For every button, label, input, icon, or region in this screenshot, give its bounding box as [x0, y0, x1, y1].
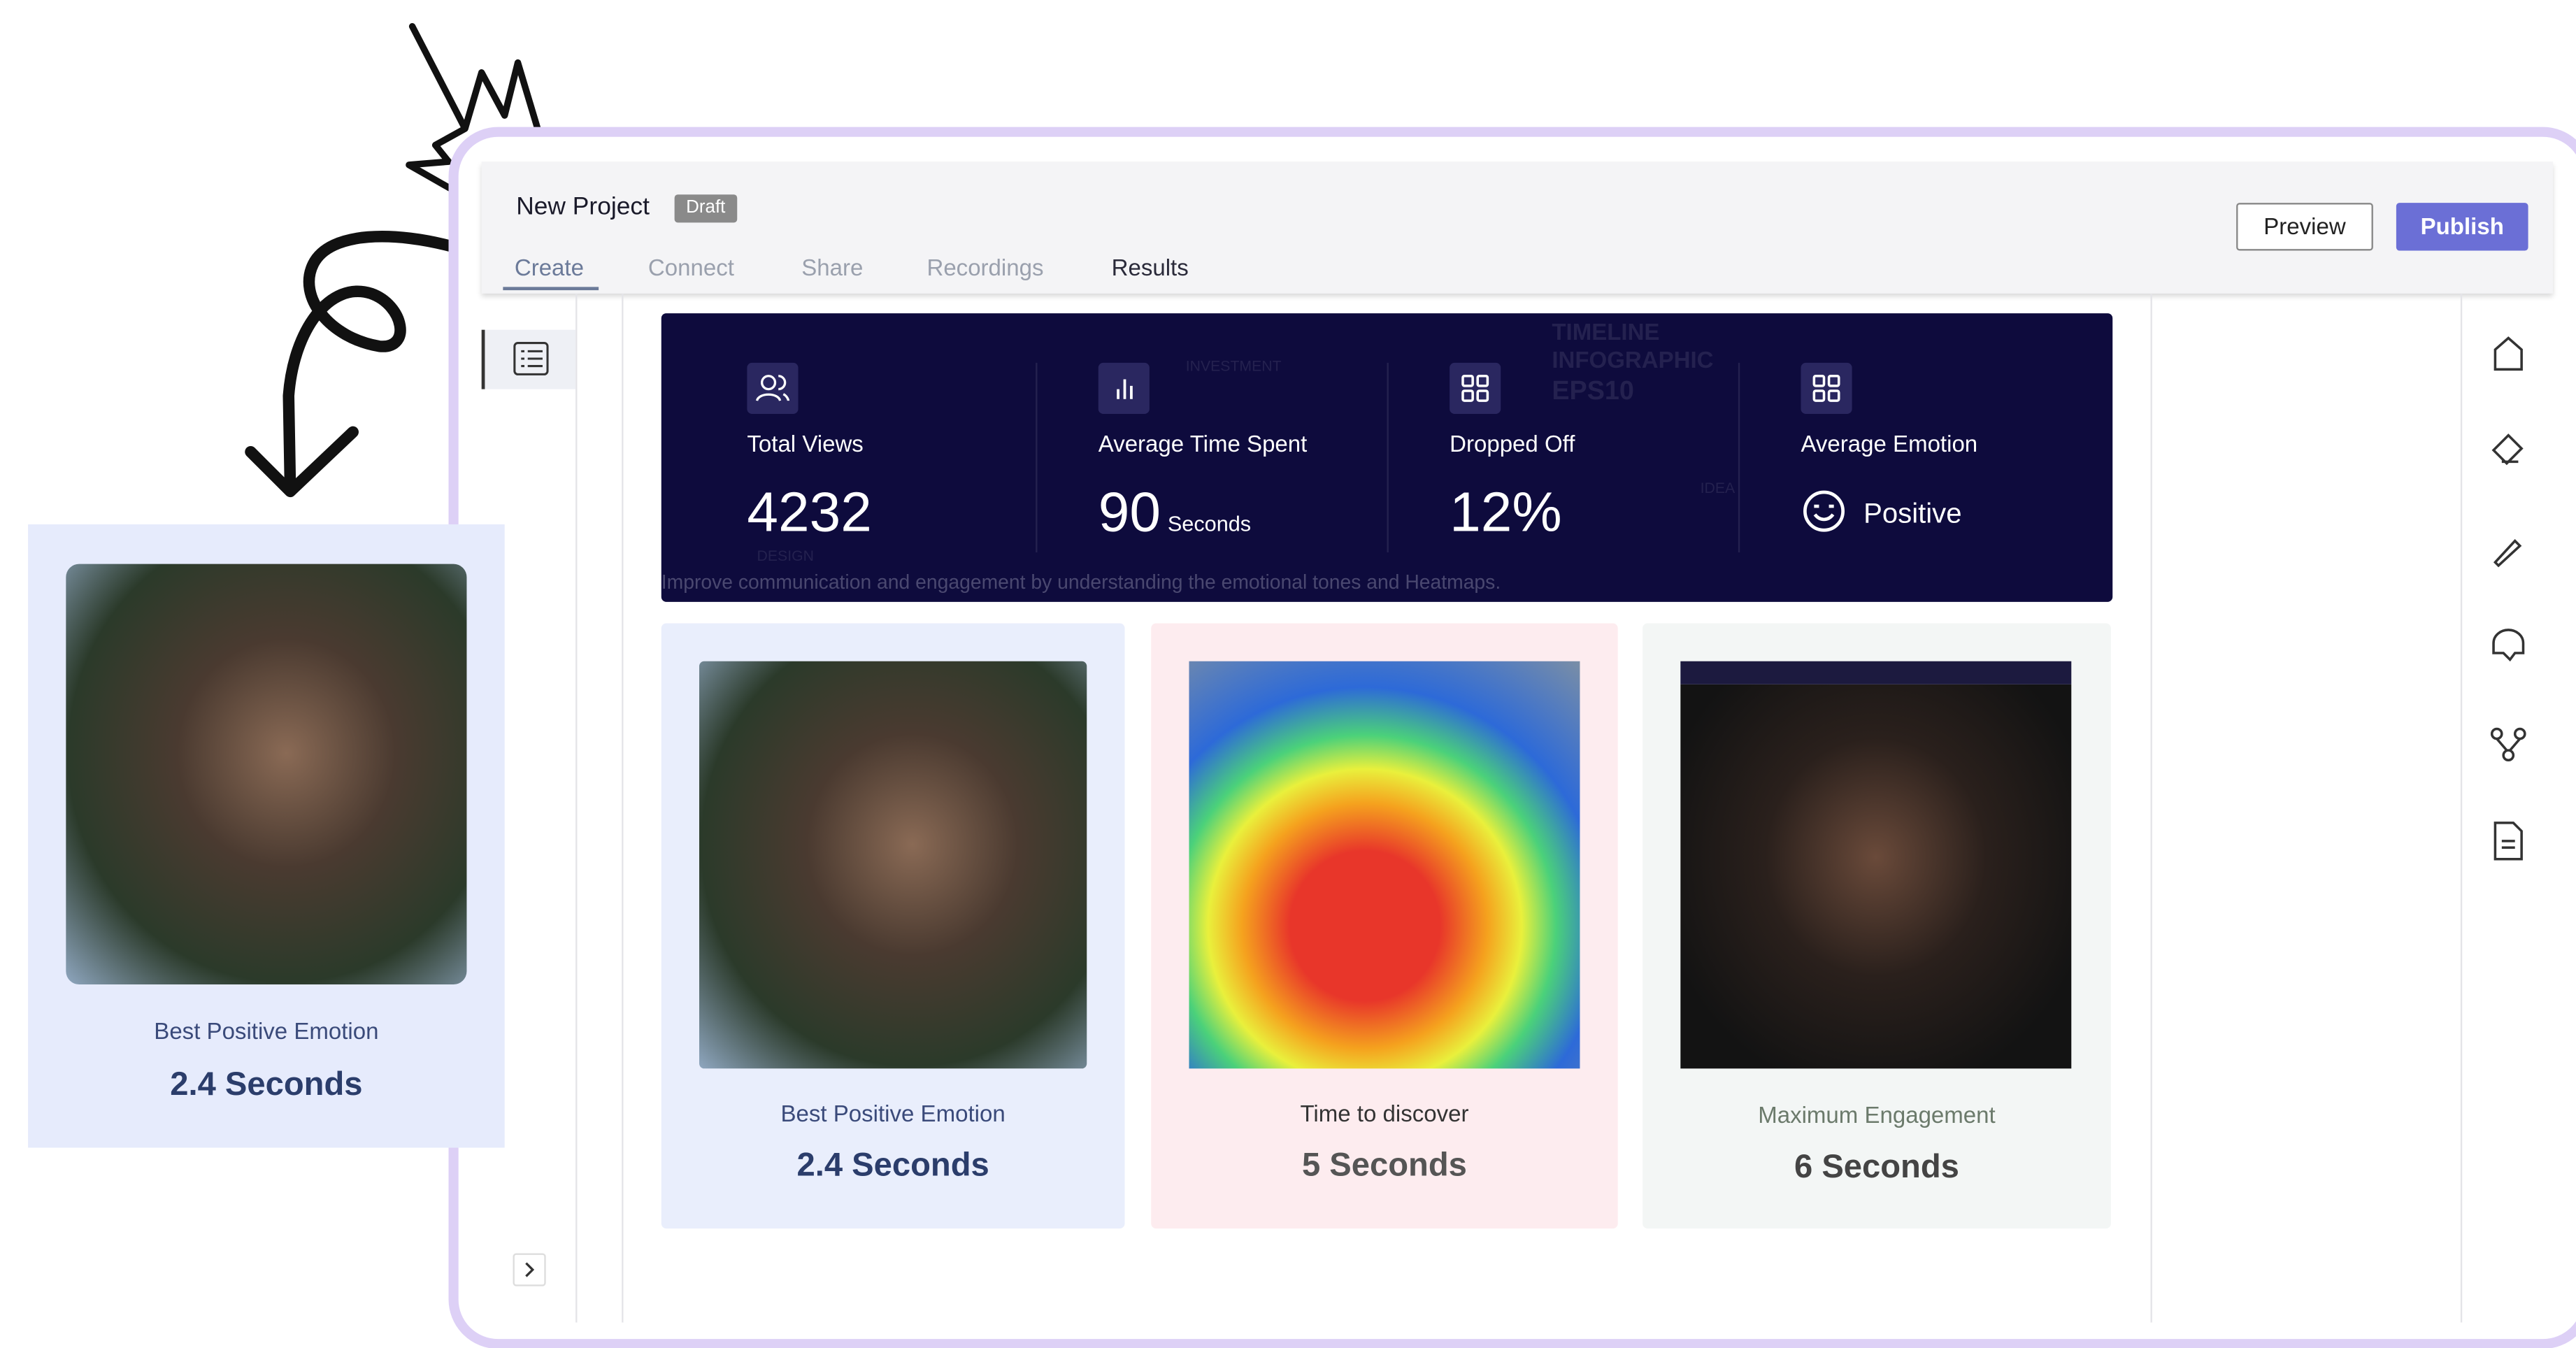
watermark: DESIGN [757, 547, 814, 564]
card-label: Best Positive Emotion [154, 1017, 379, 1044]
watermark: IDEA [1700, 480, 1736, 496]
stat-icon [1801, 362, 1852, 414]
photo [1680, 661, 2072, 1069]
preview-button[interactable]: Preview [2236, 203, 2373, 251]
stat-icon [747, 362, 799, 414]
expand-button[interactable] [513, 1253, 546, 1286]
divider [1036, 362, 1038, 553]
tab[interactable]: Recordings [926, 254, 1044, 280]
emotion-icon [1803, 490, 1845, 532]
header: New Project Draft Create Connect Share R… [481, 162, 2553, 294]
card-label: Best Positive Emotion [780, 1100, 1006, 1126]
divider [2460, 293, 2463, 1323]
stat-value: 12% [1450, 481, 1562, 545]
divider [2150, 293, 2152, 1323]
stat-icon [1098, 362, 1150, 414]
card-value: 2.4 Seconds [170, 1066, 363, 1103]
stat-value: Positive [1863, 498, 1962, 530]
watermark: EPS10 [1552, 378, 1634, 406]
publish-button[interactable]: Publish [2396, 203, 2528, 251]
divider [622, 293, 624, 1323]
card-value: 2.4 Seconds [796, 1147, 989, 1184]
floating-card: Best Positive Emotion 2.4 Seconds [28, 524, 505, 1148]
badge: Draft [674, 194, 737, 223]
card-value: 5 Seconds [1301, 1147, 1467, 1184]
decoration [245, 23, 541, 498]
watermark: INVESTMENT [1185, 357, 1282, 375]
divider [575, 293, 578, 1323]
banner-caption: Improve communication and engagement by … [661, 571, 1501, 594]
right-toolbar [2490, 336, 2526, 861]
stat-label: Average Time Spent [1098, 430, 1308, 457]
heatmap [1189, 661, 1580, 1069]
tab[interactable]: Connect [647, 254, 734, 280]
stat-unit: Seconds [1167, 511, 1252, 536]
sidebar-item[interactable] [481, 329, 576, 389]
stat-label: Average Emotion [1801, 430, 1978, 457]
card: Time to discover 5 Seconds [1151, 623, 1618, 1229]
card-label: Time to discover [1300, 1100, 1469, 1126]
tab[interactable]: Results [1111, 254, 1189, 280]
watermark: TIMELINE [1552, 318, 1660, 345]
project-title: New Project [516, 192, 650, 222]
card: Maximum Engagement 6 Seconds [1643, 623, 2111, 1229]
stat-icon [1450, 362, 1501, 414]
card-label: Maximum Engagement [1758, 1101, 1996, 1128]
stats-banner: TIMELINE INFOGRAPHIC EPS10 INVESTMENT DE… [661, 313, 2113, 602]
stat-value: 90 [1098, 481, 1161, 545]
card: Best Positive Emotion 2.4 Seconds [661, 623, 1125, 1229]
stat-label: Dropped Off [1450, 430, 1575, 457]
card-value: 6 Seconds [1794, 1149, 1959, 1186]
photo [699, 661, 1087, 1069]
tab-underline [503, 287, 599, 291]
tab[interactable]: Share [801, 254, 864, 280]
divider [1387, 362, 1389, 553]
photo [66, 564, 467, 985]
divider [1738, 362, 1740, 553]
stat-value: 4232 [747, 481, 872, 545]
watermark: INFOGRAPHIC [1552, 346, 1714, 373]
tab[interactable]: Create [514, 254, 584, 280]
stat-label: Total Views [747, 430, 864, 457]
